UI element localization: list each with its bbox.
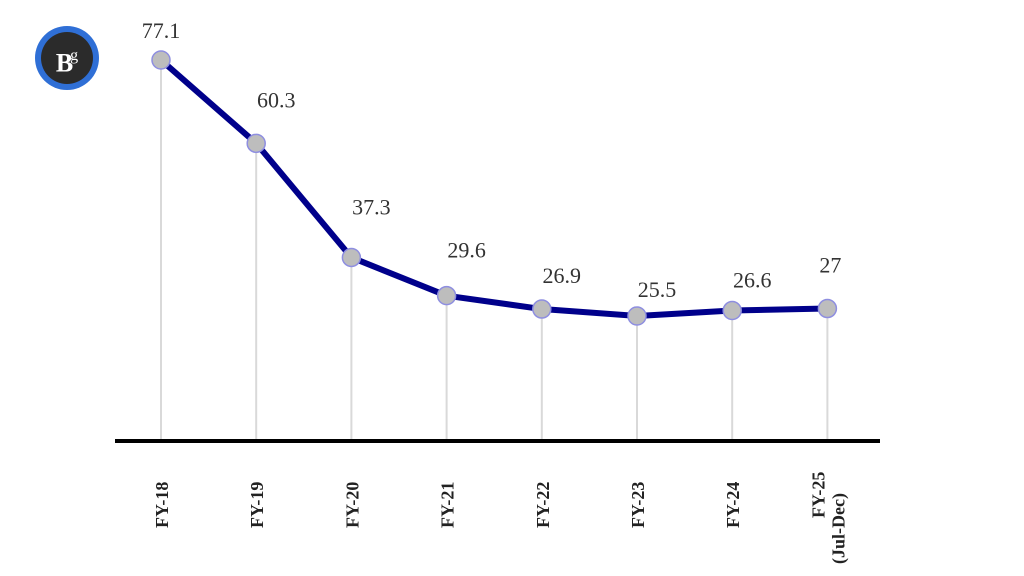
data-label: 26.9 [543, 263, 582, 288]
data-label: 77.1 [142, 18, 181, 43]
data-point-marker [436, 285, 457, 306]
logo-letter: B [55, 48, 74, 78]
data-point-marker [627, 306, 647, 326]
x-axis-tick-label: FY-22 [533, 482, 553, 528]
logo-superscript: g [70, 47, 79, 64]
data-label: 37.3 [352, 194, 391, 219]
data-label: 25.5 [638, 277, 677, 302]
data-label: 60.3 [257, 87, 296, 112]
x-axis-tick-label: FY-20 [342, 482, 362, 528]
data-point-marker [151, 50, 171, 70]
data-label: 26.6 [733, 268, 772, 293]
logo-mark: Bg [41, 32, 93, 84]
x-axis-tick-label: FY-23 [628, 482, 648, 528]
data-point-marker [817, 298, 838, 319]
data-label: 29.6 [447, 238, 486, 263]
x-axis-tick-label: FY-25 [808, 472, 828, 518]
x-axis-tick-label: FY-18 [152, 482, 172, 528]
brand-logo: Bg [35, 26, 99, 90]
data-point-marker [722, 300, 742, 321]
series-line [158, 57, 831, 319]
data-point-marker [532, 299, 552, 319]
x-axis-tick-label: FY-21 [438, 482, 458, 528]
x-axis-tick-label: (Jul-Dec) [828, 493, 849, 564]
x-axis-tick-label: FY-19 [247, 482, 267, 528]
data-point-marker [246, 133, 266, 154]
x-axis-tick-label: FY-24 [723, 482, 743, 528]
data-point-marker [341, 247, 362, 268]
data-label: 27 [819, 253, 841, 278]
